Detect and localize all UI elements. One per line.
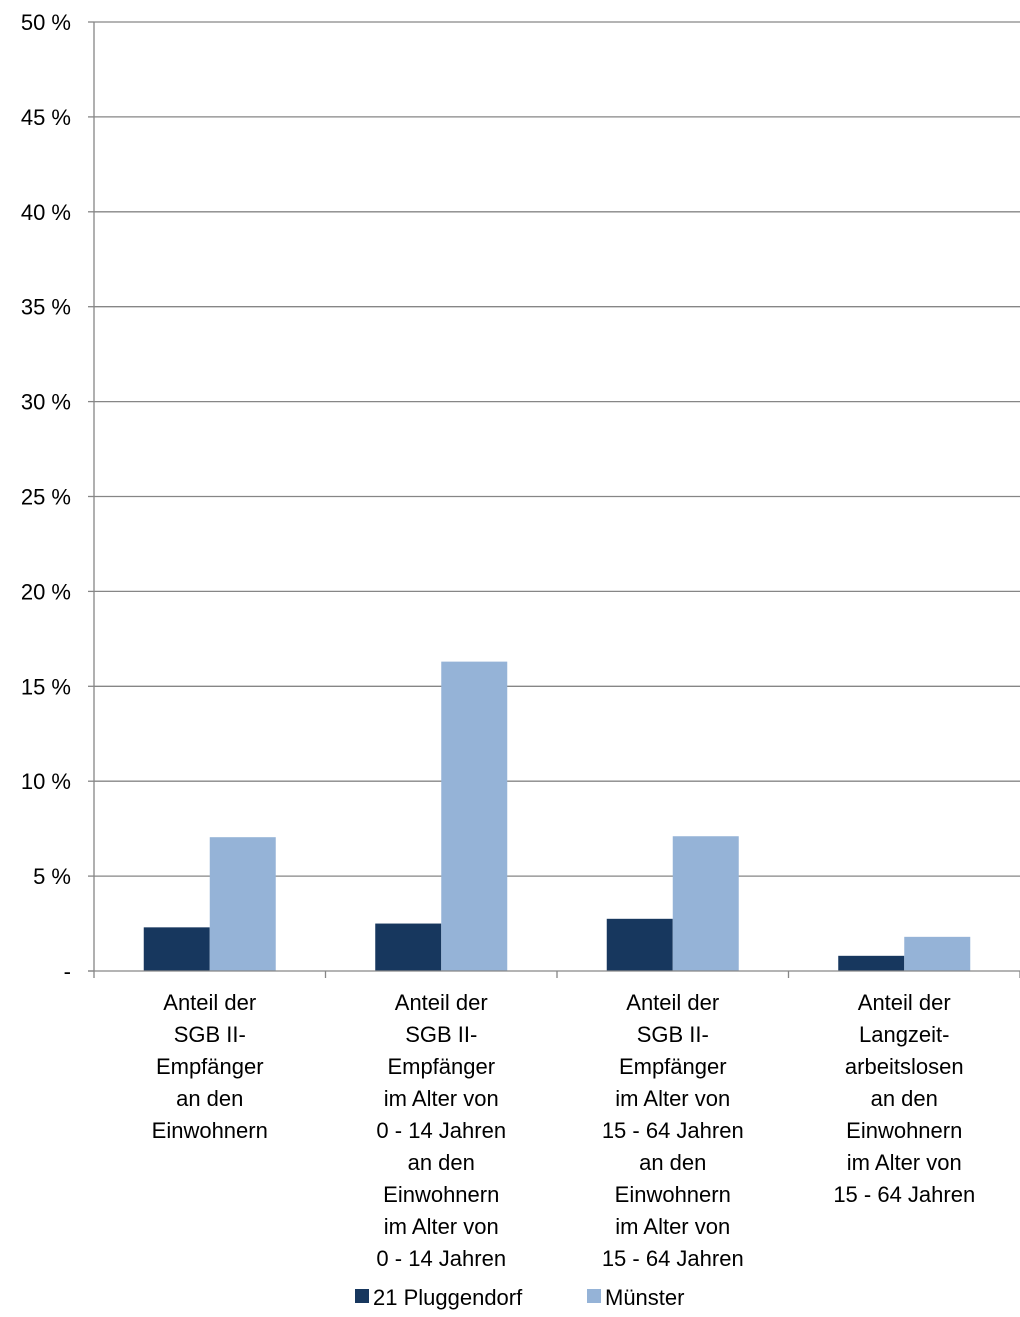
bar <box>209 837 276 971</box>
y-tick-label: 45 % <box>21 105 71 130</box>
x-category-label: Anteil der SGB II- Empfänger im Alter von 0 … <box>376 990 506 1271</box>
y-tick-label: 20 % <box>21 579 71 604</box>
x-axis-category-labels: Anteil der SGB II- Empfänger an den Einwohne… <box>152 990 976 1271</box>
x-category-label-line: im Alter von <box>615 1214 730 1239</box>
y-axis-tick-labels: - 5 % 10 % 15 % 20 % 25 % 30 % 35 % 40 % 45 % 50 % <box>21 10 71 984</box>
y-tick-label: - <box>64 959 71 984</box>
bar <box>606 918 673 971</box>
legend-label: Münster <box>605 1285 684 1310</box>
x-category-label: Anteil der SGB II- Empfänger an den Einwohne… <box>152 990 268 1143</box>
bar <box>904 936 971 971</box>
x-category-label-line: Langzeit- <box>859 1022 950 1047</box>
bar <box>375 923 442 971</box>
legend-swatch <box>355 1289 369 1303</box>
x-category-label-line: SGB II- <box>174 1022 246 1047</box>
x-category-label-line: Einwohnern <box>152 1118 268 1143</box>
legend: 21 Pluggendorf Münster <box>355 1285 684 1310</box>
x-category-label-line: im Alter von <box>615 1086 730 1111</box>
axes <box>88 21 1020 978</box>
y-tick-label: 5 % <box>33 864 71 889</box>
x-category-label-line: Empfänger <box>387 1054 495 1079</box>
y-tick-label: 15 % <box>21 674 71 699</box>
y-tick-label: 35 % <box>21 295 71 320</box>
x-category-label-line: 15 - 64 Jahren <box>602 1246 744 1271</box>
bar <box>441 661 508 971</box>
x-category-label-line: Einwohnern <box>383 1182 499 1207</box>
x-category-label-line: im Alter von <box>847 1150 962 1175</box>
bar <box>143 927 210 971</box>
x-category-label-line: Empfänger <box>156 1054 264 1079</box>
y-tick-label: 10 % <box>21 769 71 794</box>
x-category-label-line: 15 - 64 Jahren <box>833 1182 975 1207</box>
x-category-label-line: Anteil der <box>163 990 256 1015</box>
x-category-label-line: an den <box>408 1150 475 1175</box>
x-category-label: Anteil der Langzeit-arbeitslosen an den Ein… <box>833 990 975 1207</box>
x-category-label-line: Einwohnern <box>846 1118 962 1143</box>
x-category-label-line: Einwohnern <box>615 1182 731 1207</box>
legend-swatch <box>587 1289 601 1303</box>
x-category-label-line: SGB II- <box>637 1022 709 1047</box>
bar <box>672 836 739 971</box>
x-category-label-line: Anteil der <box>858 990 951 1015</box>
x-category-label-line: SGB II- <box>405 1022 477 1047</box>
gridlines <box>94 21 1020 877</box>
x-category-label: Anteil der SGB II- Empfänger im Alter von 15… <box>602 990 744 1271</box>
x-category-label-line: 15 - 64 Jahren <box>602 1118 744 1143</box>
x-category-label-line: Anteil der <box>395 990 488 1015</box>
y-tick-label: 25 % <box>21 485 71 510</box>
y-tick-label: 30 % <box>21 390 71 415</box>
x-category-label-line: an den <box>871 1086 938 1111</box>
x-category-label-line: im Alter von <box>384 1086 499 1111</box>
x-category-label-line: an den <box>176 1086 243 1111</box>
x-category-label-line: Empfänger <box>619 1054 727 1079</box>
x-category-label-line: an den <box>639 1150 706 1175</box>
bars <box>143 661 971 971</box>
x-category-label-line: im Alter von <box>384 1214 499 1239</box>
x-category-label-line: 0 - 14 Jahren <box>376 1118 506 1143</box>
legend-label: 21 Pluggendorf <box>373 1285 523 1310</box>
x-category-label-line: Anteil der <box>626 990 719 1015</box>
bar <box>838 955 905 971</box>
x-category-label-line: 0 - 14 Jahren <box>376 1246 506 1271</box>
x-category-label-line: arbeitslosen <box>845 1054 964 1079</box>
y-tick-label: 40 % <box>21 200 71 225</box>
y-tick-label: 50 % <box>21 10 71 35</box>
